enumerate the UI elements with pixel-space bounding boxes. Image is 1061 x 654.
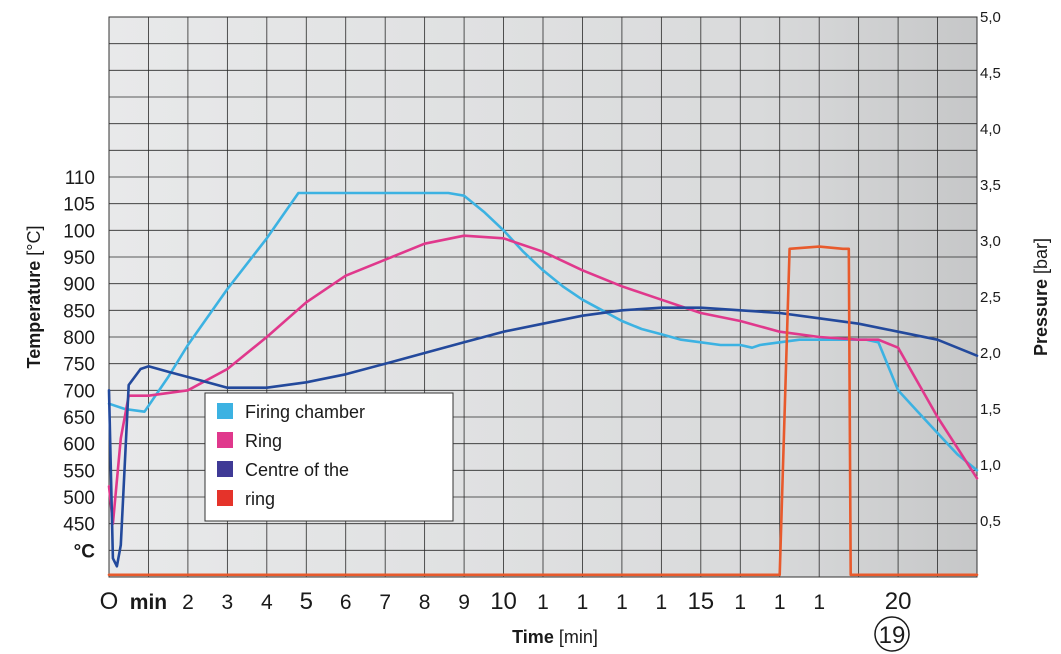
x-tick-label: 3 — [222, 591, 234, 614]
page-badge-number: 19 — [879, 622, 906, 649]
series-centre-of-ring — [107, 306, 979, 568]
page-badge: 19 — [874, 616, 910, 652]
legend-swatch-pressure — [217, 490, 233, 506]
x-tick-label: 20 — [885, 588, 912, 615]
legend-swatch-ring — [217, 432, 233, 448]
legend-label-ring: Ring — [245, 431, 282, 451]
x-tick-label: 2 — [182, 591, 194, 614]
x-tick-label: 1 — [537, 591, 549, 614]
y-tick-label: 650 — [63, 408, 95, 429]
y-axis-label: Temperature [°C] — [24, 226, 44, 369]
y2-tick-label: 1,5 — [980, 401, 1001, 418]
y2-tick-label: 1,0 — [980, 457, 1001, 474]
x-tick-label: 1 — [813, 591, 825, 614]
y-axis-left: °C 450 500 550 600 650 700 750 800 850 900 950 100 10… — [63, 168, 95, 562]
y-axis-label-bold: Temperature — [24, 261, 44, 369]
y-axis-right: 0,5 1,0 1,5 2,0 2,5 3,0 3,5 4,0 4,5 5,0 — [980, 9, 1001, 530]
plot-frame — [108, 16, 978, 578]
x-tick-label: 8 — [419, 591, 431, 614]
y-tick-label: 550 — [63, 461, 95, 482]
grid-lines — [109, 17, 977, 577]
y2-axis-label-bold: Pressure — [1031, 279, 1051, 356]
y2-tick-label: 2,5 — [980, 289, 1001, 306]
x-tick-label: min — [130, 591, 167, 614]
y-tick-label: 850 — [63, 301, 95, 322]
y2-tick-label: 4,5 — [980, 65, 1001, 82]
y2-tick-label: 0,5 — [980, 513, 1001, 530]
x-tick-label: 1 — [616, 591, 628, 614]
legend-swatch-centre — [217, 461, 233, 477]
y2-axis-label-unit: [bar] — [1031, 238, 1051, 279]
y2-tick-label: 3,0 — [980, 233, 1001, 250]
x-tick-label: 1 — [774, 591, 786, 614]
x-tick-label: 4 — [261, 591, 273, 614]
x-tick-label: 15 — [687, 588, 714, 615]
legend-label-ring-line2: ring — [245, 489, 275, 509]
y-tick-label: 700 — [63, 381, 95, 402]
y2-tick-label: 5,0 — [980, 9, 1001, 26]
page-badge-circle — [874, 616, 910, 652]
x-tick-label: 10 — [490, 588, 517, 615]
x-tick-label: 6 — [340, 591, 352, 614]
y-axis-label-unit: [°C] — [24, 226, 44, 261]
legend-label-centre: Centre of the — [245, 460, 349, 480]
x-tick-label: O — [100, 588, 119, 615]
series-ring — [107, 234, 979, 525]
x-axis-label: Time [min] — [512, 627, 598, 647]
legend-box — [204, 392, 454, 522]
x-tick-label: 7 — [379, 591, 391, 614]
y2-tick-label: 2,0 — [980, 345, 1001, 362]
y-tick-label: 110 — [65, 168, 95, 189]
x-tick-label: 5 — [300, 588, 313, 615]
y-tick-label: 105 — [63, 195, 95, 216]
legend: Firing chamber Ring Centre of the ring — [204, 392, 454, 522]
y-tick-label: 900 — [63, 275, 95, 296]
x-tick-label: 1 — [734, 591, 746, 614]
y-tick-label: 100 — [63, 221, 95, 242]
y2-tick-label: 3,5 — [980, 177, 1001, 194]
series-layer — [107, 191, 979, 577]
y-tick-label: 750 — [63, 355, 95, 376]
y-tick-label: 450 — [63, 515, 95, 536]
x-axis-label-bold: Time — [512, 627, 554, 647]
series-pressure — [107, 245, 979, 577]
y-tick-label: 950 — [63, 248, 95, 269]
y-tick-label: 500 — [63, 488, 95, 509]
y-tick-label: °C — [74, 541, 96, 562]
x-tick-label: 1 — [577, 591, 589, 614]
legend-swatch-firing-chamber — [217, 403, 233, 419]
legend-label-firing-chamber: Firing chamber — [245, 402, 365, 422]
x-axis-label-unit: [min] — [554, 627, 598, 647]
y-tick-label: 600 — [63, 435, 95, 456]
y2-axis-label: Pressure [bar] — [1031, 238, 1051, 356]
y2-tick-label: 4,0 — [980, 121, 1001, 138]
x-tick-label: 1 — [656, 591, 668, 614]
x-tick-label: 9 — [458, 591, 470, 614]
y-tick-label: 800 — [63, 328, 95, 349]
